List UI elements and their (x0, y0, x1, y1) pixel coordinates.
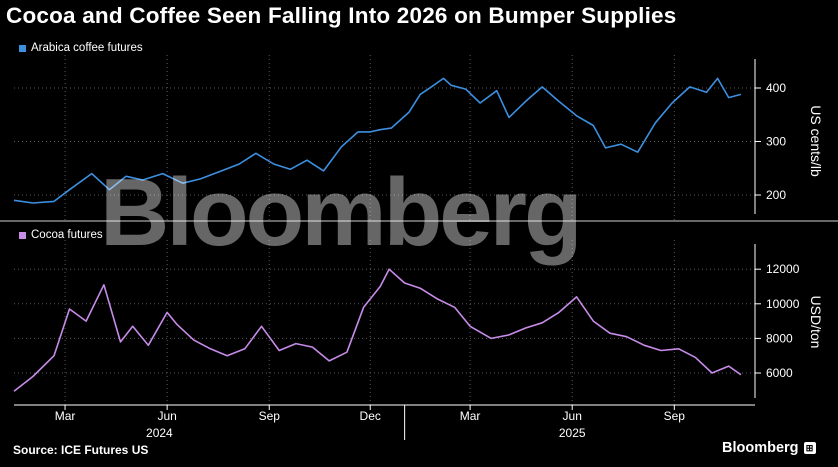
cocoa-ytick-label-0: 6000 (766, 366, 793, 380)
brand-logo: Bloomberg ⊞ (722, 440, 816, 456)
legend-cocoa-label: Cocoa futures (31, 229, 103, 241)
cocoa-ytick-label-1: 8000 (766, 331, 793, 345)
x-tick-label-4: Mar (460, 409, 481, 423)
x-tick-label-6: Sep (664, 409, 686, 423)
chart-title: Cocoa and Coffee Seen Falling Into 2026 … (6, 3, 677, 28)
legend-coffee-label: Arabica coffee futures (31, 42, 143, 54)
x-tick-label-1: Jun (157, 409, 176, 423)
coffee-ytick-label-2: 400 (766, 81, 786, 95)
x-tick-label-3: Dec (360, 409, 381, 423)
cocoa-ylabel: USD/ton (808, 296, 824, 349)
x-year-label-0: 2024 (146, 426, 173, 440)
legend-coffee-swatch (19, 44, 26, 52)
brand-icon: ⊞ (803, 442, 816, 454)
coffee-ytick-label-1: 300 (766, 135, 786, 149)
coffee-ytick-label-0: 200 (766, 188, 786, 202)
legend-cocoa: Cocoa futures (19, 229, 103, 241)
legend-cocoa-swatch (19, 231, 26, 239)
cocoa-series-line (13, 268, 742, 392)
cocoa-ytick-label-3: 12000 (766, 262, 800, 276)
x-year-label-1: 2025 (559, 426, 586, 440)
legend-coffee: Arabica coffee futures (19, 42, 143, 54)
brand-label: Bloomberg (722, 440, 799, 456)
x-tick-label-0: Mar (55, 409, 76, 423)
watermark-logo: Bloomberg (100, 159, 583, 266)
coffee-ylabel: US cents/lb (808, 105, 824, 177)
x-tick-label-5: Jun (563, 409, 582, 423)
coffee-series-line (13, 77, 742, 204)
x-tick-label-2: Sep (259, 409, 281, 423)
source-note: Source: ICE Futures US (13, 443, 149, 457)
cocoa-ytick-label-2: 10000 (766, 297, 800, 311)
